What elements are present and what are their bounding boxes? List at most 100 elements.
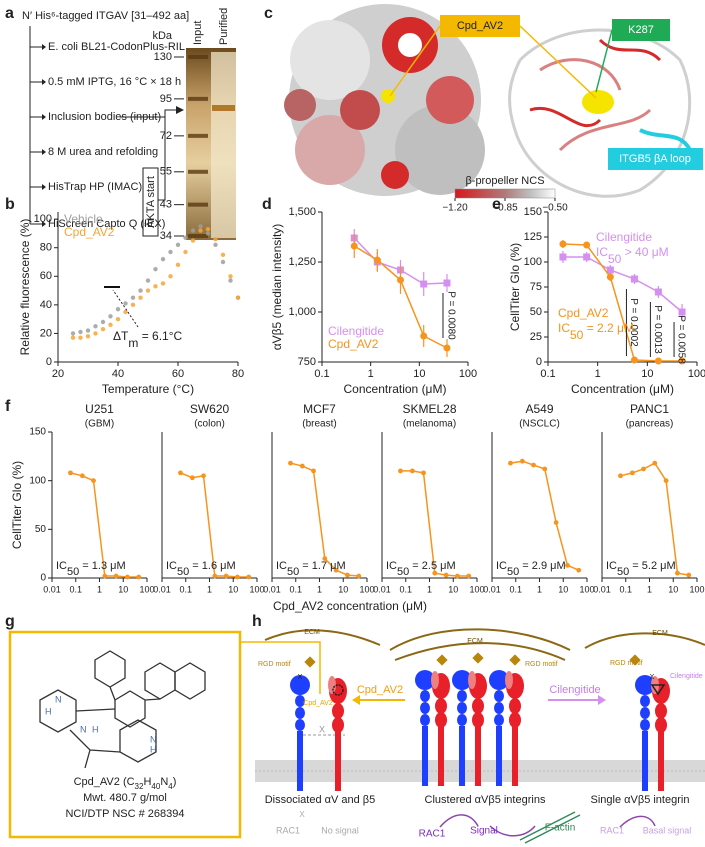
y-axis-label: CellTiter Glo (%)	[10, 461, 24, 549]
colorbar-title: β-propeller NCS	[465, 175, 544, 187]
series-line	[620, 462, 689, 576]
point	[93, 324, 98, 329]
x-tick-label: 40	[112, 368, 124, 380]
x-axis-label: Concentration (μM)	[344, 382, 447, 396]
y-tick-label: 150	[29, 427, 46, 438]
ic50-label-part: 50	[507, 566, 519, 578]
diagram-label: RGD motif	[610, 660, 643, 667]
f-actin	[519, 811, 581, 844]
point	[630, 275, 638, 283]
callout-line	[595, 29, 613, 93]
beta5-leg	[509, 712, 521, 728]
marker-label: 95	[160, 93, 172, 105]
x-axis-label: Temperature (°C)	[102, 382, 194, 396]
diagram-label: RGD motif	[525, 661, 558, 668]
x-axis-label: Cpd_AV2 concentration (μM)	[273, 599, 427, 613]
point	[100, 319, 106, 325]
point	[299, 463, 305, 469]
arrowhead	[176, 106, 184, 114]
diagram-label: Single αVβ5 integrin	[591, 794, 690, 806]
ic50-label-part: IC	[386, 560, 397, 572]
point	[108, 322, 113, 328]
ic50-label-part: = 1.6 μM	[189, 560, 235, 572]
atom: N	[55, 694, 62, 704]
alpha-v-head	[635, 675, 655, 695]
point	[333, 567, 339, 573]
x-tick-label: 100	[249, 584, 264, 594]
callout: K287	[628, 24, 654, 36]
point	[629, 470, 635, 476]
ladder-band	[188, 234, 208, 238]
beta5-leg	[435, 712, 447, 728]
point	[153, 284, 158, 289]
formula-part: Cpd_AV2 (C	[74, 776, 135, 788]
ic50-label: IC50 = 2.9 μM	[496, 560, 566, 578]
point	[678, 308, 686, 316]
gel-band	[212, 105, 235, 111]
diagram-label: Signal	[470, 826, 498, 837]
alpha-v-stalk	[297, 731, 303, 791]
panel-label: e	[492, 196, 501, 213]
x-tick-label: 0.01	[153, 584, 171, 594]
x-tick-label: 100	[139, 584, 154, 594]
panel-label: c	[264, 5, 273, 22]
legend-entry: Cpd_AV2	[328, 337, 379, 351]
point	[606, 273, 614, 281]
arrowhead	[352, 695, 360, 705]
alpha-v-head	[290, 675, 310, 695]
diagram-label: Basal signal	[643, 825, 692, 835]
point	[136, 574, 142, 580]
beta5-stalk	[475, 726, 481, 786]
point	[198, 224, 203, 229]
y-tick-label: 60	[40, 270, 52, 282]
protein-surface	[284, 4, 485, 196]
point	[212, 573, 218, 579]
point	[138, 295, 143, 300]
point	[443, 344, 451, 352]
ic50-label-part: IC	[496, 560, 507, 572]
point	[220, 259, 226, 265]
alpha-v-leg	[494, 702, 504, 714]
point	[652, 460, 658, 466]
x-tick-label: 0.1	[509, 584, 522, 594]
cpd-mark	[332, 684, 344, 696]
diagram-label: RAC1	[419, 829, 446, 840]
ladder-band	[188, 96, 208, 101]
y-tick-label: 1,250	[288, 256, 316, 268]
ic50-label: IC50 = 1.3 μM	[56, 560, 126, 578]
beta5-stalk	[335, 731, 341, 791]
beta5-cap	[328, 676, 336, 694]
arrowhead	[42, 79, 46, 85]
point	[123, 301, 128, 306]
point	[190, 238, 196, 243]
alpha-v-leg	[640, 719, 650, 731]
point	[175, 262, 181, 268]
chart-title: PANC1	[630, 402, 669, 416]
point	[583, 253, 591, 261]
point	[420, 332, 428, 340]
x-tick-label: 10	[118, 584, 128, 594]
point	[183, 235, 188, 240]
series-line	[510, 460, 580, 571]
atom: N	[150, 734, 157, 744]
chart-title: U251	[85, 402, 114, 416]
beta5-leg	[655, 717, 667, 733]
panel-label: a	[5, 5, 14, 22]
point	[565, 562, 570, 568]
callout-box	[608, 148, 703, 170]
chart-title: SKMEL28	[402, 402, 456, 416]
point	[175, 242, 181, 248]
marker-label: 34	[160, 230, 172, 242]
alpha-v-head	[489, 670, 509, 690]
akta-label: ÄKTA start	[145, 176, 157, 228]
point	[350, 242, 358, 250]
diagram-label: No signal	[321, 825, 359, 835]
step: HiScreen Capto Q (IEX)	[48, 218, 165, 230]
x-tick-label: 1	[595, 368, 601, 380]
point	[115, 316, 121, 322]
point	[531, 462, 536, 468]
arrowhead	[42, 149, 46, 155]
point	[93, 331, 98, 336]
x-tick-label: 10	[641, 368, 653, 380]
gel-lane	[211, 52, 236, 238]
